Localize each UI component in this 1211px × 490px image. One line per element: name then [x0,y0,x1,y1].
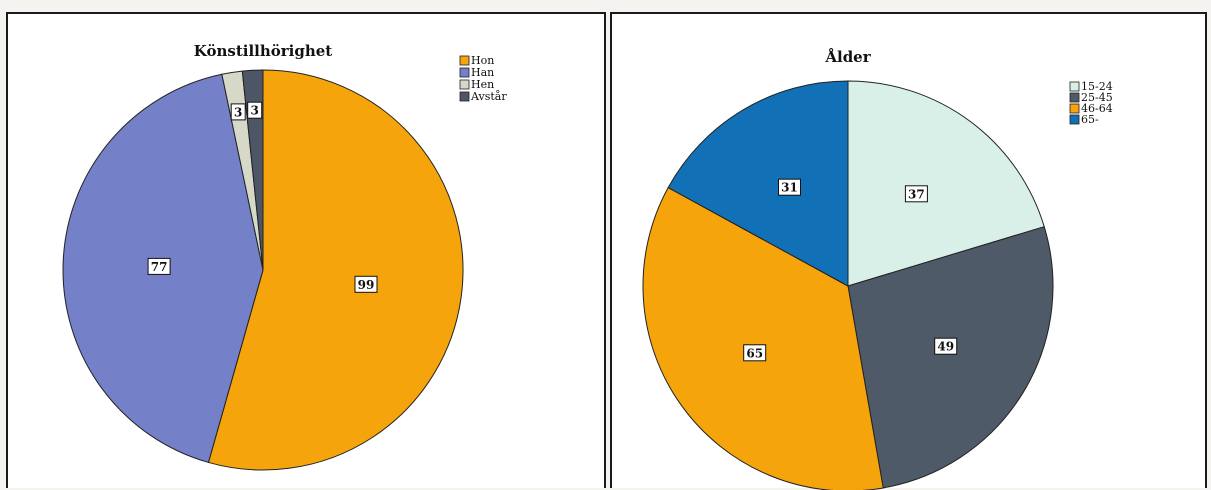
svg-text:31: 31 [781,181,798,195]
legend-item-avst-r: Avstår [459,90,507,103]
legend-label: 46-64 [1081,102,1113,115]
pie-slice-15-24 [847,80,1045,287]
pie-slice-hon [207,69,464,471]
svg-text:77: 77 [151,260,168,274]
age-chart-panel: Ålder 37 49 65 31 15-24 25-45 46-64 65- [610,12,1207,490]
legend-swatch [1069,103,1080,114]
data-label-avst-r: 3 [247,101,263,119]
svg-text:3: 3 [251,104,259,118]
chart-title: Könstillhörighet [194,42,333,60]
svg-text:3: 3 [234,105,242,119]
legend-item-15-24: 15-24 [1069,80,1113,93]
data-label-46-64: 65 [743,344,767,362]
gender-chart-panel: Könstillhörighet 99 77 3 3 Hon Han Hen Avstår [6,12,606,488]
data-label-15-24: 37 [904,185,928,203]
pie-slice-25-45 [847,226,1054,489]
legend-label: 65- [1081,113,1099,126]
legend-swatch [459,55,470,66]
data-label-hen: 3 [230,103,246,121]
legend-label: Hon [471,54,494,67]
legend-swatch [1069,81,1080,92]
pie-slice-65 [667,80,849,287]
data-label-han: 77 [147,257,171,275]
pie-slice-avst-r [241,69,264,271]
data-label-65: 31 [778,178,801,196]
data-label-hon: 99 [354,275,378,293]
legend-item-hen: Hen [459,78,494,91]
legend-label: Han [471,66,494,79]
legend-label: 15-24 [1081,80,1113,93]
legend-swatch [1069,92,1080,103]
legend-swatch [1069,114,1080,125]
legend-swatch [459,67,470,78]
legend-swatch [459,91,470,102]
legend-item-han: Han [459,66,494,79]
svg-text:49: 49 [937,340,954,354]
legend-item-46-64: 46-64 [1069,102,1113,115]
legend-label: 25-45 [1081,91,1113,104]
svg-text:99: 99 [358,278,375,292]
svg-text:65: 65 [746,346,763,360]
legend-swatch [459,79,470,90]
legend-item-25-45: 25-45 [1069,91,1113,104]
legend-label: Avstår [470,90,507,103]
legend-label: Hen [471,78,494,91]
chart-title: Ålder [824,48,871,66]
legend-item-65: 65- [1069,113,1099,126]
legend-item-hon: Hon [459,54,494,67]
svg-text:37: 37 [908,187,925,201]
data-label-25-45: 49 [934,337,958,355]
